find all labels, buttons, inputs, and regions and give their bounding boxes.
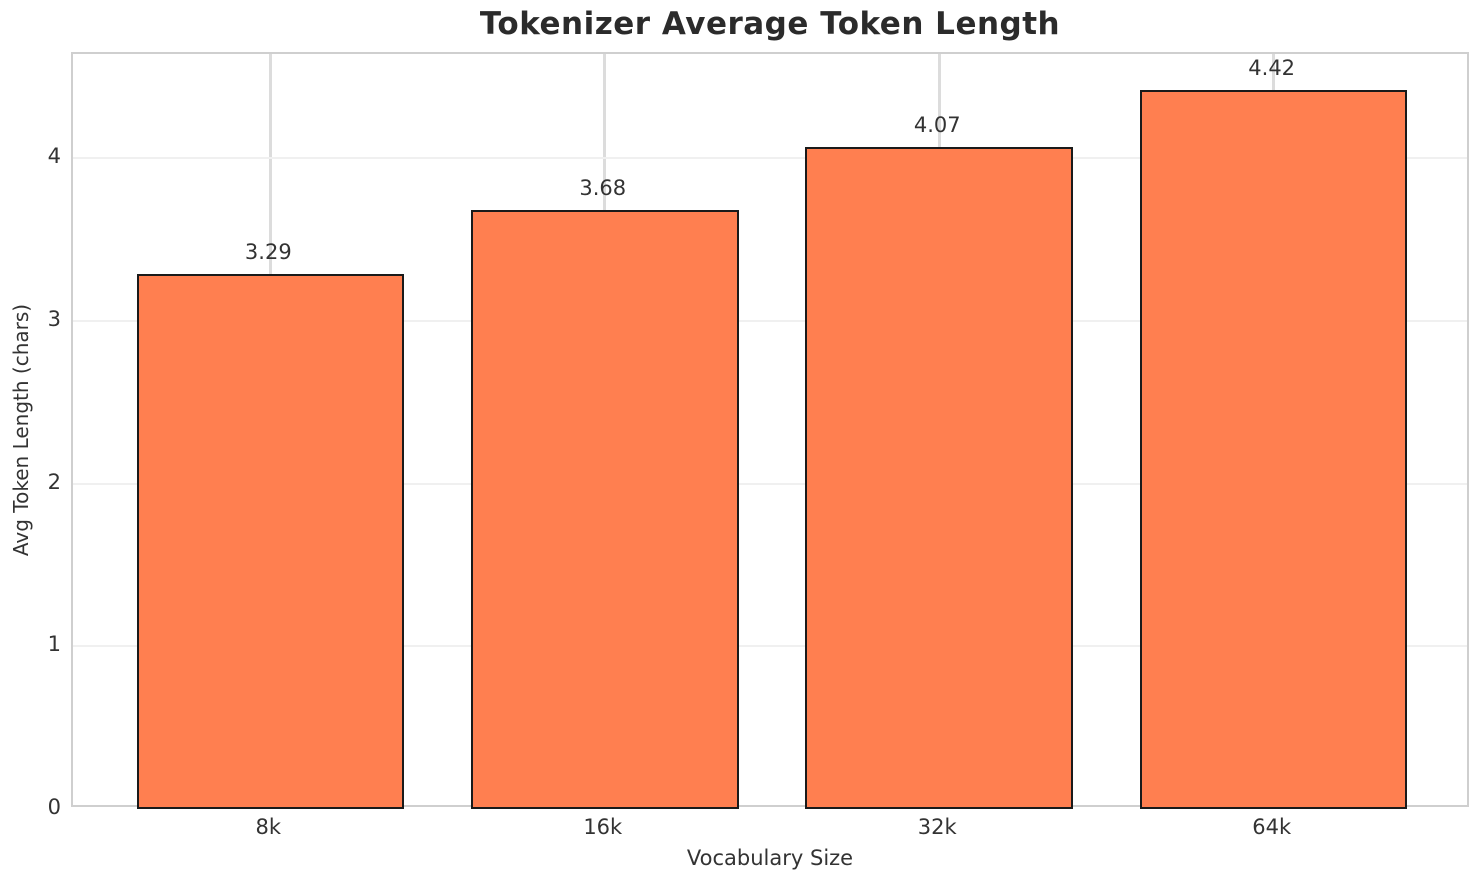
y-tick-label: 4 <box>47 144 61 169</box>
chart-title: Tokenizer Average Token Length <box>479 6 1061 42</box>
x-tick-label-16k: 16k <box>583 815 623 839</box>
x-axis-label: Vocabulary Size <box>686 846 854 870</box>
y-tick-label: 0 <box>47 795 61 819</box>
x-tick-label-64k: 64k <box>1252 815 1292 839</box>
plot-area <box>71 52 1469 809</box>
h-gridline <box>73 157 1467 160</box>
h-gridline <box>73 645 1467 648</box>
y-axis-label: Avg Token Length (chars) <box>9 303 33 557</box>
h-gridline <box>73 482 1467 485</box>
bar-value-label: 4.42 <box>1248 55 1296 80</box>
bar-value-label: 3.29 <box>244 239 292 264</box>
y-tick-label: 3 <box>47 306 61 331</box>
y-tick-label: 1 <box>47 632 61 657</box>
y-tick-label: 2 <box>47 469 61 494</box>
h-gridline <box>73 319 1467 322</box>
x-tick-label-8k: 8k <box>255 815 282 839</box>
bar-value-label: 4.07 <box>913 112 961 137</box>
bar-8k <box>136 273 405 809</box>
bar-32k <box>805 146 1073 809</box>
bar-16k <box>470 210 739 809</box>
x-tick-label-32k: 32k <box>917 815 957 839</box>
bars-layer <box>73 54 1467 809</box>
bar-value-label: 3.68 <box>579 176 627 201</box>
bar-64k <box>1139 89 1408 809</box>
